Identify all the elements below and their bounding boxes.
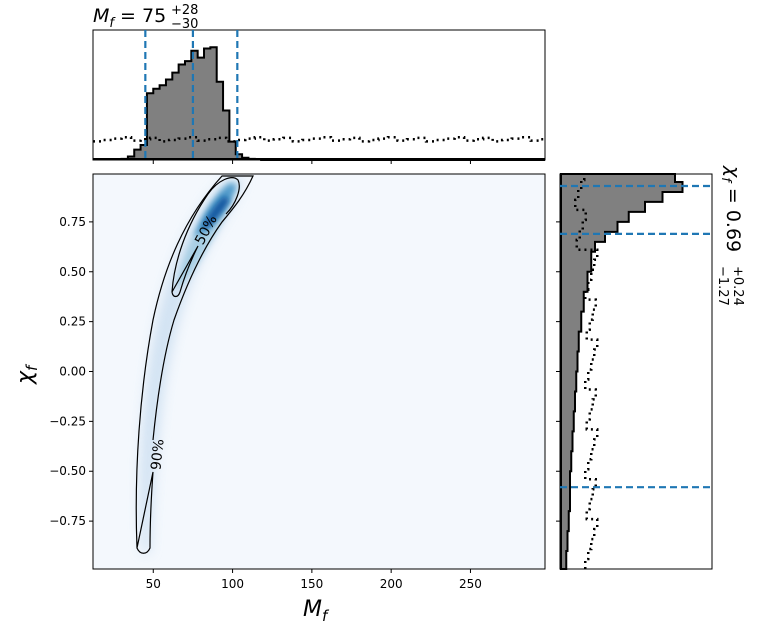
main-panel-background	[93, 174, 545, 569]
spin-estimate-lower: −1.27	[715, 266, 730, 306]
spin-right-ticks	[556, 221, 560, 522]
spin-estimate-title: χf = 0.69 +0.24 −1.27	[715, 165, 745, 306]
y-tick-label-3: 0.00	[59, 365, 86, 379]
mass-top-ticks	[152, 160, 471, 164]
mass-estimate-title: Mf = 75	[93, 5, 166, 31]
x-tick-label-2: 150	[300, 577, 323, 591]
density-peak	[202, 196, 230, 228]
y-tick-label-1: 0.50	[59, 265, 86, 279]
y-tick-label-4: −0.25	[49, 414, 86, 428]
mass-prior-histogram	[93, 135, 545, 143]
spin-histogram-outline	[560, 173, 684, 570]
mass-histogram-fill	[121, 47, 546, 160]
mass-estimate-lower: −30	[171, 17, 198, 32]
y-axis-ticks: 0.75 0.50 0.25 0.00 −0.25 −0.50 −0.75	[49, 215, 93, 528]
x-tick-label-3: 200	[380, 577, 403, 591]
mass-estimate-upper: +28	[171, 3, 198, 18]
mass-prior-line	[93, 135, 545, 143]
y-tick-label-2: 0.25	[59, 315, 86, 329]
spin-estimate-upper: +0.24	[730, 266, 745, 306]
contour-label-90: 90%	[148, 438, 167, 471]
contour-90	[135, 175, 254, 554]
y-tick-label-5: −0.50	[49, 464, 86, 478]
x-tick-label-4: 250	[459, 577, 482, 591]
x-axis-ticks: 50 100 150 200 250	[146, 569, 482, 591]
x-tick-label-0: 50	[146, 577, 161, 591]
y-axis-label: χf	[13, 363, 41, 385]
y-tick-label-6: −0.75	[49, 514, 86, 528]
spin-histogram	[560, 173, 684, 570]
x-tick-label-1: 100	[221, 577, 244, 591]
spin-quantile-lines	[560, 184, 712, 489]
x-axis-label: Mf	[303, 597, 330, 625]
spin-histogram-fill	[560, 174, 683, 569]
mass-marginal-panel	[92, 29, 546, 164]
svg-text:χf = 0.69: χf = 0.69	[718, 165, 744, 252]
spin-marginal-panel	[556, 173, 713, 570]
contour-50	[171, 177, 240, 298]
joint-density-panel: 50% 90% 50 100 150 200 250 0.750.500.250.00−…	[49, 173, 546, 591]
y-tick-label-0: 0.75	[59, 215, 86, 229]
